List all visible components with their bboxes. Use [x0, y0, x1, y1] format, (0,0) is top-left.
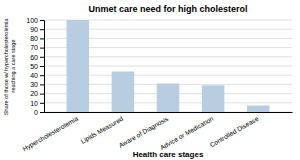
tick-mark	[40, 103, 44, 104]
tick-mark	[40, 66, 44, 67]
tick: 50	[30, 63, 44, 70]
tick: 30	[30, 81, 44, 88]
tick-label: 10	[30, 100, 38, 107]
tick-label: Lipids Measured	[79, 115, 125, 146]
tick: 70	[30, 44, 44, 51]
tick-label: 20	[30, 90, 38, 97]
x-axis-title: Health care stages	[133, 150, 204, 159]
tick: 80	[30, 35, 44, 42]
tick-label: 80	[30, 35, 38, 42]
y-axis-title: Share of those w/ hypercholesterolemia r…	[3, 17, 16, 115]
bar	[157, 83, 180, 112]
tick-label: 40	[30, 72, 38, 79]
tick-mark	[40, 38, 44, 39]
tick-mark	[40, 20, 44, 21]
tick-mark	[40, 29, 44, 30]
chart-container: 0 10 20 30 40 50 60 70 80 90 100 Hypercholesterolem…	[0, 0, 300, 160]
tick-label: Controlled Disease	[208, 115, 259, 149]
tick-label: 70	[30, 44, 38, 51]
tick-mark	[40, 112, 44, 113]
bar	[247, 106, 270, 112]
bar	[202, 85, 225, 112]
tick: Advice or Medication	[159, 115, 215, 151]
tick: 10	[30, 100, 44, 107]
plot: 0 10 20 30 40 50 60 70 80 90 100 Hypercholesterolem…	[21, 17, 292, 153]
tick-label: 30	[30, 81, 38, 88]
tick-mark	[40, 57, 44, 58]
tick-mark	[40, 48, 44, 49]
axis-line	[40, 21, 45, 113]
title: Unmet care need for high cholesterol	[88, 4, 247, 14]
bar	[67, 20, 90, 112]
x-axis: HypercholesterolemiaLipids MeasuredAware…	[21, 113, 292, 154]
tick: 40	[30, 72, 44, 79]
tick-label: Hypercholesterolemia	[21, 115, 80, 154]
tick: 60	[30, 54, 44, 61]
tick-label: 0	[34, 109, 38, 116]
tick: 0	[34, 109, 44, 116]
tick: 100	[26, 17, 44, 24]
axis-line	[45, 112, 293, 113]
tick: 20	[30, 90, 44, 97]
tick: Lipids Measured	[79, 115, 125, 146]
tick: Hypercholesterolemia	[21, 115, 80, 154]
chart: 0 10 20 30 40 50 60 70 80 90 100 Hypercholesterolem…	[0, 0, 300, 160]
tick-label: 90	[30, 26, 38, 33]
grid	[44, 20, 292, 112]
tick-label: 60	[30, 54, 38, 61]
tick: Controlled Disease	[208, 115, 259, 149]
y-axis: 0 10 20 30 40 50 60 70 80 90 100	[26, 17, 44, 116]
bars	[67, 20, 270, 112]
tick: 90	[30, 26, 44, 33]
tick-label: 50	[30, 63, 38, 70]
tick-mark	[40, 94, 44, 95]
tick-label: Advice or Medication	[159, 115, 215, 151]
tick-mark	[40, 84, 44, 85]
tick-label: 100	[26, 17, 38, 24]
tick-mark	[40, 75, 44, 76]
bar	[112, 72, 135, 112]
